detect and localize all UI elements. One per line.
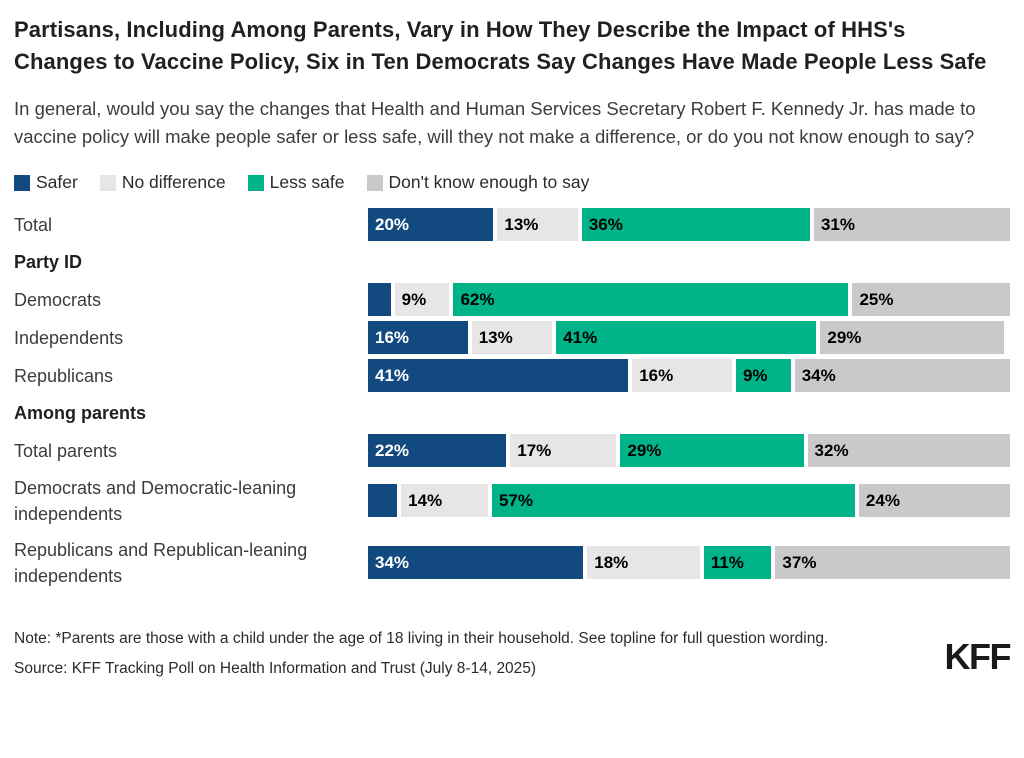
row-label: Democrats xyxy=(14,289,102,310)
bar-segment-safer xyxy=(368,484,398,517)
note-text: Note: *Parents are those with a child un… xyxy=(14,630,829,647)
bar-segment-don-t-know-enough-to-say: 29% xyxy=(820,321,1004,354)
bar-segment-no-difference: 13% xyxy=(471,321,553,354)
bar-segment-safer: 20% xyxy=(368,208,494,241)
legend-label: Safer xyxy=(36,172,78,192)
chart-row: Republicans and Republican-leaning indep… xyxy=(14,534,1010,591)
row-label: Democrats and Democratic-leaning indepen… xyxy=(14,477,297,524)
bar-segment-don-t-know-enough-to-say: 32% xyxy=(807,434,1010,467)
legend-item: No difference xyxy=(99,172,226,193)
bar-segment-no-difference: 14% xyxy=(401,484,488,517)
bar-segment-safer: 34% xyxy=(368,546,584,579)
row-label: Independents xyxy=(14,327,124,348)
stacked-bar: 34% 18% 11% 37% xyxy=(368,546,1010,579)
chart-row: Democrats and Democratic-leaning indepen… xyxy=(14,472,1010,529)
legend-swatch-icon xyxy=(366,174,383,191)
row-label: Total parents xyxy=(14,440,118,461)
chart-row: Democrats 9% 62% 25% xyxy=(14,283,1010,316)
bar-segment-less-safe: 11% xyxy=(703,546,772,579)
chart-title: Partisans, Including Among Parents, Vary… xyxy=(14,17,987,74)
bar-segment-less-safe: 57% xyxy=(491,484,855,517)
bar-segment-don-t-know-enough-to-say: 31% xyxy=(813,208,1010,241)
stacked-bar: 41% 16% 9% 34% xyxy=(368,359,1010,392)
bar-segment-less-safe: 62% xyxy=(453,283,849,316)
stacked-bar: 16% 13% 41% 29% xyxy=(368,321,1010,354)
stacked-bar-chart: Total 20% 13% 36% 31% Party ID Democrats 9% 62% 2… xyxy=(14,208,1010,591)
bar-segment-don-t-know-enough-to-say: 37% xyxy=(775,546,1010,579)
chart-row: Total parents 22% 17% 29% 32% xyxy=(14,434,1010,467)
bar-segment-safer xyxy=(368,283,391,316)
bar-segment-no-difference: 16% xyxy=(632,359,732,392)
chart-footer: Note: *Parents are those with a child un… xyxy=(14,628,1012,680)
stacked-bar: 14% 57% 24% xyxy=(368,484,1010,517)
legend-item: Less safe xyxy=(247,172,345,193)
legend-item: Safer xyxy=(14,172,78,193)
source-text: Source: KFF Tracking Poll on Health Info… xyxy=(14,660,537,677)
legend-swatch-icon xyxy=(14,174,30,191)
bar-segment-less-safe: 41% xyxy=(556,321,817,354)
bar-segment-less-safe: 29% xyxy=(620,434,804,467)
bar-segment-less-safe: 36% xyxy=(581,208,810,241)
bar-segment-no-difference: 18% xyxy=(587,546,700,579)
chart-row: Total 20% 13% 36% 31% xyxy=(14,208,1010,241)
legend: Safer No difference Less safe Don't know en… xyxy=(14,172,1010,193)
bar-segment-no-difference: 9% xyxy=(394,283,450,316)
legend-item: Don't know enough to say xyxy=(366,172,590,193)
bar-segment-safer: 22% xyxy=(368,434,507,467)
legend-swatch-icon xyxy=(247,174,264,191)
bar-segment-less-safe: 9% xyxy=(735,359,791,392)
stacked-bar: 9% 62% 25% xyxy=(368,283,1010,316)
kff-logo: KFF xyxy=(944,636,1012,677)
row-label: Total xyxy=(14,214,53,235)
bar-segment-don-t-know-enough-to-say: 24% xyxy=(858,484,1010,517)
chart-row: Independents 16% 13% 41% 29% xyxy=(14,321,1010,354)
row-label: Republicans and Republican-leaning indep… xyxy=(14,539,308,586)
legend-label: Less safe xyxy=(269,172,345,192)
bar-segment-safer: 16% xyxy=(368,321,468,354)
chart-row: Republicans 41% 16% 9% 34% xyxy=(14,359,1010,392)
bar-segment-don-t-know-enough-to-say: 25% xyxy=(852,283,1010,316)
legend-label: Don't know enough to say xyxy=(388,172,590,192)
row-label: Republicans xyxy=(14,365,114,386)
stacked-bar: 20% 13% 36% 31% xyxy=(368,208,1010,241)
legend-swatch-icon xyxy=(99,174,116,191)
chart-subtitle: In general, would you say the changes th… xyxy=(14,98,976,147)
section-header: Party ID xyxy=(14,252,83,272)
bar-segment-no-difference: 17% xyxy=(510,434,617,467)
bar-segment-safer: 41% xyxy=(368,359,629,392)
bar-segment-don-t-know-enough-to-say: 34% xyxy=(794,359,1010,392)
bar-segment-no-difference: 13% xyxy=(497,208,578,241)
stacked-bar: 22% 17% 29% 32% xyxy=(368,434,1010,467)
section-header: Among parents xyxy=(14,403,147,423)
legend-label: No difference xyxy=(121,172,226,192)
